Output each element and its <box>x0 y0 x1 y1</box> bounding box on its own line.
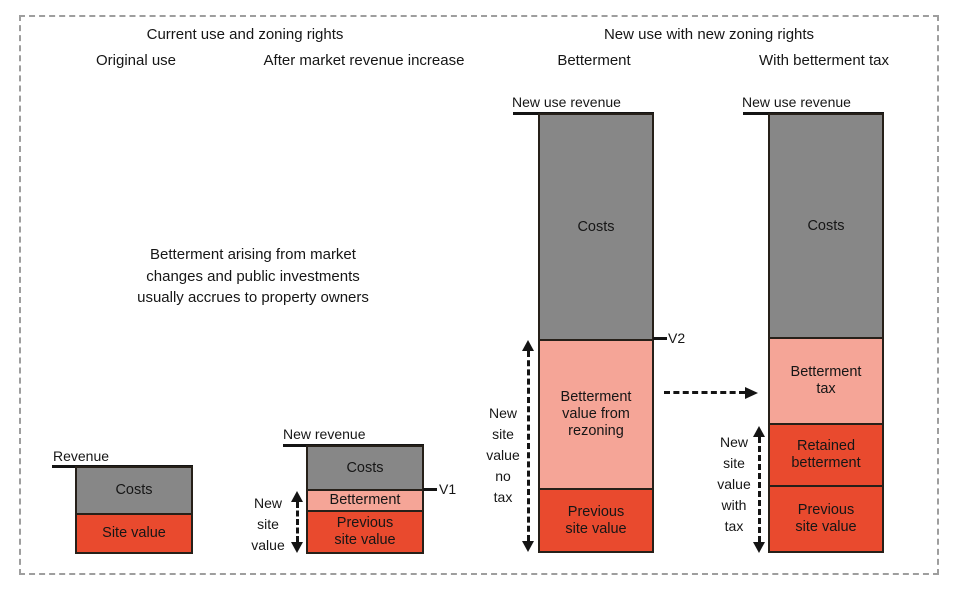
segment-betterment: Betterment <box>308 489 422 510</box>
segment-previous-site-value: Previous site value <box>308 510 422 552</box>
segment-costs: Costs <box>540 115 652 339</box>
v2-marker-label: V2 <box>668 330 686 346</box>
segment-betterment-value-from-rezoning: Betterment value from rezoning <box>540 339 652 488</box>
revenue-label-original: Revenue <box>53 448 110 464</box>
segment-costs: Costs <box>77 468 191 513</box>
segment-previous-site-value: Previous site value <box>540 488 652 551</box>
new-site-value-with-tax-label: New site value with tax <box>717 434 751 534</box>
arrow-shaft <box>757 437 761 542</box>
new-site-value-arrow <box>291 491 303 553</box>
arrow-right-icon <box>745 386 758 399</box>
segment-retained-betterment: Retained betterment <box>770 423 882 485</box>
segment-costs: Costs <box>308 447 422 489</box>
segment-costs: Costs <box>770 115 882 337</box>
segment-site-value: Site value <box>77 513 191 552</box>
group-header-current-use: Current use and zoning rights <box>146 26 344 43</box>
arrow-shaft <box>664 391 745 394</box>
arrow-shaft <box>295 502 299 542</box>
arrow-down-icon <box>522 541 534 552</box>
diagram-outer-frame <box>19 15 939 575</box>
arrow-up-icon <box>753 426 765 437</box>
arrow-up-icon <box>291 491 303 502</box>
column-header-with-betterment-tax: With betterment tax <box>758 52 890 69</box>
column-header-original-use: Original use <box>95 52 177 69</box>
group-header-new-use: New use with new zoning rights <box>603 26 815 43</box>
new-site-value-label: New site value <box>251 495 285 553</box>
bar-betterment: Costs Betterment value from rezoning Pre… <box>538 113 654 553</box>
bar-after-market: Costs Betterment Previous site value <box>306 445 424 554</box>
bar-original-use: Costs Site value <box>75 466 193 554</box>
betterment-transfer-arrow <box>664 386 758 399</box>
segment-previous-site-value: Previous site value <box>770 485 882 551</box>
v2-tick-line <box>653 337 667 340</box>
arrow-down-icon <box>291 542 303 553</box>
new-site-value-with-tax-arrow <box>753 426 765 553</box>
arrow-down-icon <box>753 542 765 553</box>
segment-betterment-tax: Betterment tax <box>770 337 882 423</box>
revenue-label-with-tax: New use revenue <box>742 94 851 110</box>
bar-with-betterment-tax: Costs Betterment tax Retained betterment… <box>768 113 884 553</box>
v1-marker-label: V1 <box>439 481 457 497</box>
revenue-label-after-market: New revenue <box>283 426 366 442</box>
revenue-label-betterment: New use revenue <box>512 94 621 110</box>
v1-tick-line <box>423 488 437 491</box>
arrow-up-icon <box>522 340 534 351</box>
new-site-value-no-tax-label: New site value no tax <box>486 405 520 505</box>
new-site-value-no-tax-arrow <box>522 340 534 552</box>
column-header-after-market: After market revenue increase <box>263 52 465 69</box>
note-betterment-accrual: Betterment arising from market changes a… <box>137 246 369 306</box>
column-header-betterment: Betterment <box>557 52 631 69</box>
arrow-shaft <box>526 351 530 541</box>
